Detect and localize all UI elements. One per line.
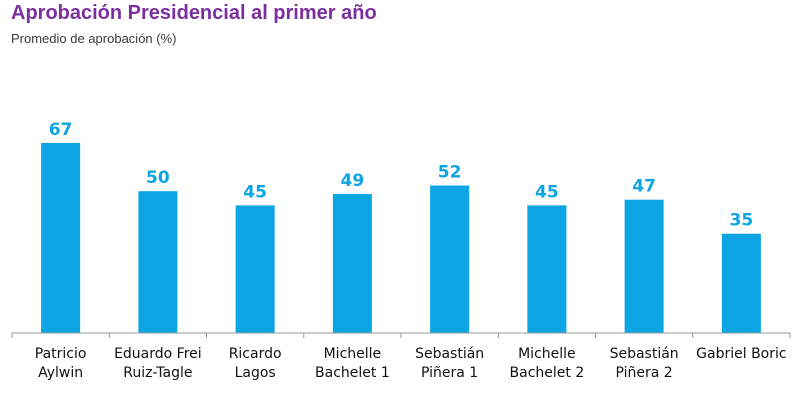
category-label: Sebastián Piñera 1	[415, 346, 484, 381]
category-label: Sebastián Piñera 2	[610, 346, 679, 381]
value-label: 47	[632, 177, 656, 197]
value-label: 45	[243, 182, 267, 202]
value-label: 52	[438, 163, 462, 183]
value-label: 45	[535, 182, 559, 202]
bar	[332, 194, 372, 333]
bar	[138, 191, 178, 333]
category-label: Gabriel Boric	[696, 346, 786, 362]
category-label: Michelle Bachelet 2	[510, 346, 585, 381]
x-axis-ticks	[11, 333, 791, 338]
category-label: Michelle Bachelet 1	[315, 346, 390, 381]
category-label: Eduardo Frei Ruiz-Tagle	[114, 346, 202, 381]
value-label: 49	[341, 171, 365, 191]
category-label: Patricio Aylwin	[35, 346, 87, 381]
value-label: 67	[49, 120, 73, 140]
chart-subtitle: Promedio de aprobación (%)	[11, 31, 177, 46]
category-label: Ricardo Lagos	[229, 346, 282, 381]
bar	[527, 205, 567, 333]
bar	[235, 205, 275, 333]
value-label: 50	[146, 168, 170, 188]
bar	[721, 233, 761, 333]
category-labels-group: Patricio Aylwin Eduardo Frei Ruiz-Tagle Rica…	[35, 346, 787, 381]
bars-group	[41, 143, 761, 333]
chart-title: Aprobación Presidencial al primer año	[11, 2, 377, 24]
bar	[624, 199, 664, 333]
bar	[430, 185, 470, 333]
value-labels-group: 67 50 45 49 52 45 47 35	[49, 120, 753, 231]
value-label: 35	[730, 211, 754, 231]
bar	[41, 143, 81, 333]
